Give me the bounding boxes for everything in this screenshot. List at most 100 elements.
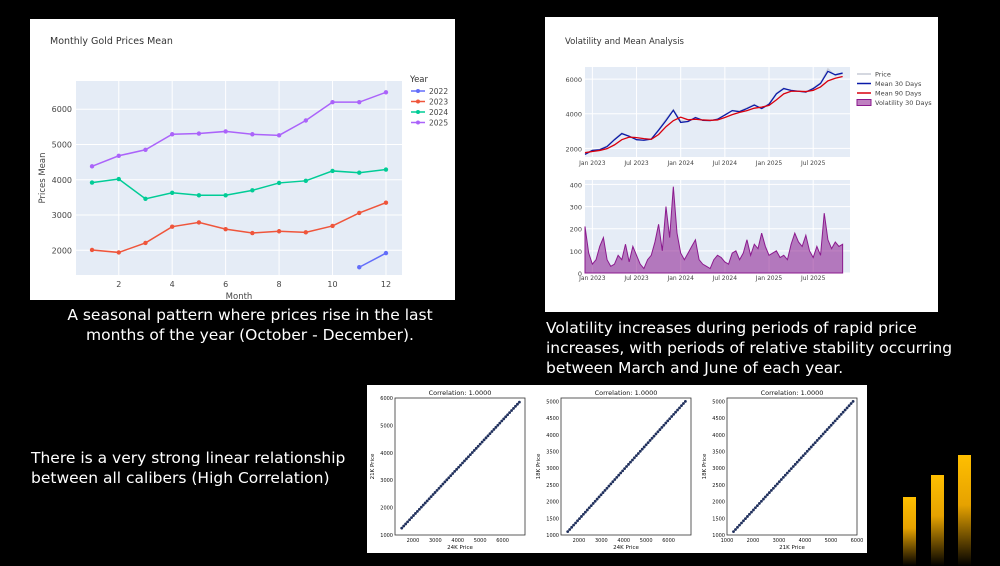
scatter-point — [811, 443, 815, 447]
scatter-point — [568, 528, 572, 531]
scatter-point — [771, 486, 775, 490]
scatter-point — [835, 417, 839, 421]
data-point-2024 — [383, 167, 389, 172]
scatter-point — [797, 458, 801, 462]
volatility-caption: Volatility increases during periods of r… — [546, 319, 953, 377]
scatter-point — [760, 499, 763, 503]
scatter-point — [621, 469, 625, 473]
scatter-point — [779, 478, 783, 481]
scatter-point — [672, 412, 676, 416]
scatter-point — [574, 521, 577, 525]
legend-marker-2022 — [416, 89, 420, 93]
y-tick-label: 2000 — [546, 500, 559, 506]
scatter-point — [658, 428, 662, 431]
scatter-point — [457, 465, 460, 469]
y-tick-label: 4000 — [712, 433, 725, 439]
scatter-point — [847, 404, 851, 408]
legend-label-2023: 2023 — [429, 98, 448, 107]
scatter-point — [595, 497, 599, 501]
data-point-2023 — [169, 224, 175, 229]
scatter-point — [777, 480, 781, 484]
scatter-point — [799, 456, 803, 460]
x-tick-label: 6000 — [851, 538, 864, 544]
y-tick-label: 4000 — [380, 451, 393, 457]
scatter-point — [801, 454, 805, 458]
scatter-point — [634, 454, 638, 458]
scatter-point — [683, 399, 687, 403]
data-point-2024 — [169, 190, 175, 196]
y-tick-label: 300 — [570, 204, 582, 212]
plot-area — [76, 81, 402, 275]
y-tick-label: 5000 — [52, 140, 72, 149]
x-tick-label: Jul 2025 — [800, 160, 826, 167]
scatter-point — [843, 408, 847, 412]
scatter-point — [682, 402, 685, 405]
legend-marker-2024 — [416, 110, 420, 114]
x-tick-label: 5000 — [640, 538, 653, 544]
scatter-point — [680, 404, 683, 408]
decorative-gold-bars — [900, 440, 980, 566]
data-point-2024 — [330, 168, 335, 174]
scatter-point — [461, 461, 464, 465]
scatter-point — [829, 423, 833, 427]
y-tick-label: 400 — [570, 181, 582, 189]
scatter-point — [613, 478, 617, 481]
scatter-point — [572, 523, 576, 527]
scatter-point — [664, 421, 668, 425]
legend-marker-2025 — [416, 120, 420, 125]
x-axis-label: 21K Price — [779, 545, 805, 551]
scatter-point — [605, 486, 609, 490]
scatter-point — [674, 410, 677, 414]
scatter-point — [437, 486, 441, 490]
scatter-point — [455, 467, 459, 471]
scatter-point — [640, 447, 644, 451]
scatter-point — [783, 473, 787, 477]
scatter-point — [805, 449, 809, 453]
data-point-2025 — [169, 132, 175, 137]
scatter-point — [752, 508, 755, 512]
data-point-2024 — [250, 188, 255, 193]
y-tick-label: 5000 — [546, 399, 559, 405]
scatter-point — [429, 495, 433, 499]
scatter-point — [580, 515, 583, 518]
scatter-point — [439, 484, 443, 488]
seasonal-caption: A seasonal pattern where prices rise in … — [67, 306, 433, 344]
scatter-point — [496, 423, 500, 427]
scatter-point — [787, 469, 791, 473]
data-point-2024 — [357, 170, 362, 175]
scatter-point — [642, 445, 646, 449]
x-tick-label: 3000 — [429, 538, 442, 544]
y-tick-label: 1000 — [380, 533, 393, 539]
scatter-point — [781, 475, 785, 479]
scatter-point — [470, 451, 474, 454]
scatter-point — [678, 406, 681, 410]
scatter-point — [625, 465, 628, 468]
scatter-point — [566, 530, 570, 534]
scatter-point — [512, 407, 515, 410]
scatter-point — [601, 491, 605, 494]
scatter-point — [423, 501, 427, 505]
data-point-2025 — [303, 118, 309, 123]
scatter-point — [819, 434, 823, 438]
monthly-gold-chart: 2 4 6 8 10 12 2000 3000 4000 5000 6000 Monthly Gold… — [38, 36, 448, 302]
data-point-2023 — [276, 229, 282, 234]
scatter-point — [656, 430, 660, 434]
x-tick-label: Jan 2023 — [578, 160, 606, 167]
correlation-charts-panel: Correlation: 1.0000 2000 3000 4000 5000 6000 1… — [367, 385, 867, 553]
data-point-2025 — [276, 133, 282, 138]
y-axis-label: Prices Mean — [38, 152, 48, 203]
scatter-point — [627, 462, 630, 466]
data-point-2025 — [383, 90, 389, 95]
scatter-point — [851, 399, 855, 403]
legend-title: Year — [409, 75, 429, 85]
y-tick-label: 6000 — [565, 76, 582, 84]
x-tick-label: 5000 — [825, 538, 838, 544]
legend-label-2025: 2025 — [429, 119, 448, 128]
scatter-point — [447, 476, 451, 480]
scatter-point — [652, 434, 656, 438]
scatter-point — [740, 521, 743, 525]
scatter-point — [404, 522, 408, 526]
scatter-point — [670, 415, 674, 418]
y-tick-label: 3000 — [546, 466, 559, 472]
legend-marker-2023 — [416, 99, 420, 104]
